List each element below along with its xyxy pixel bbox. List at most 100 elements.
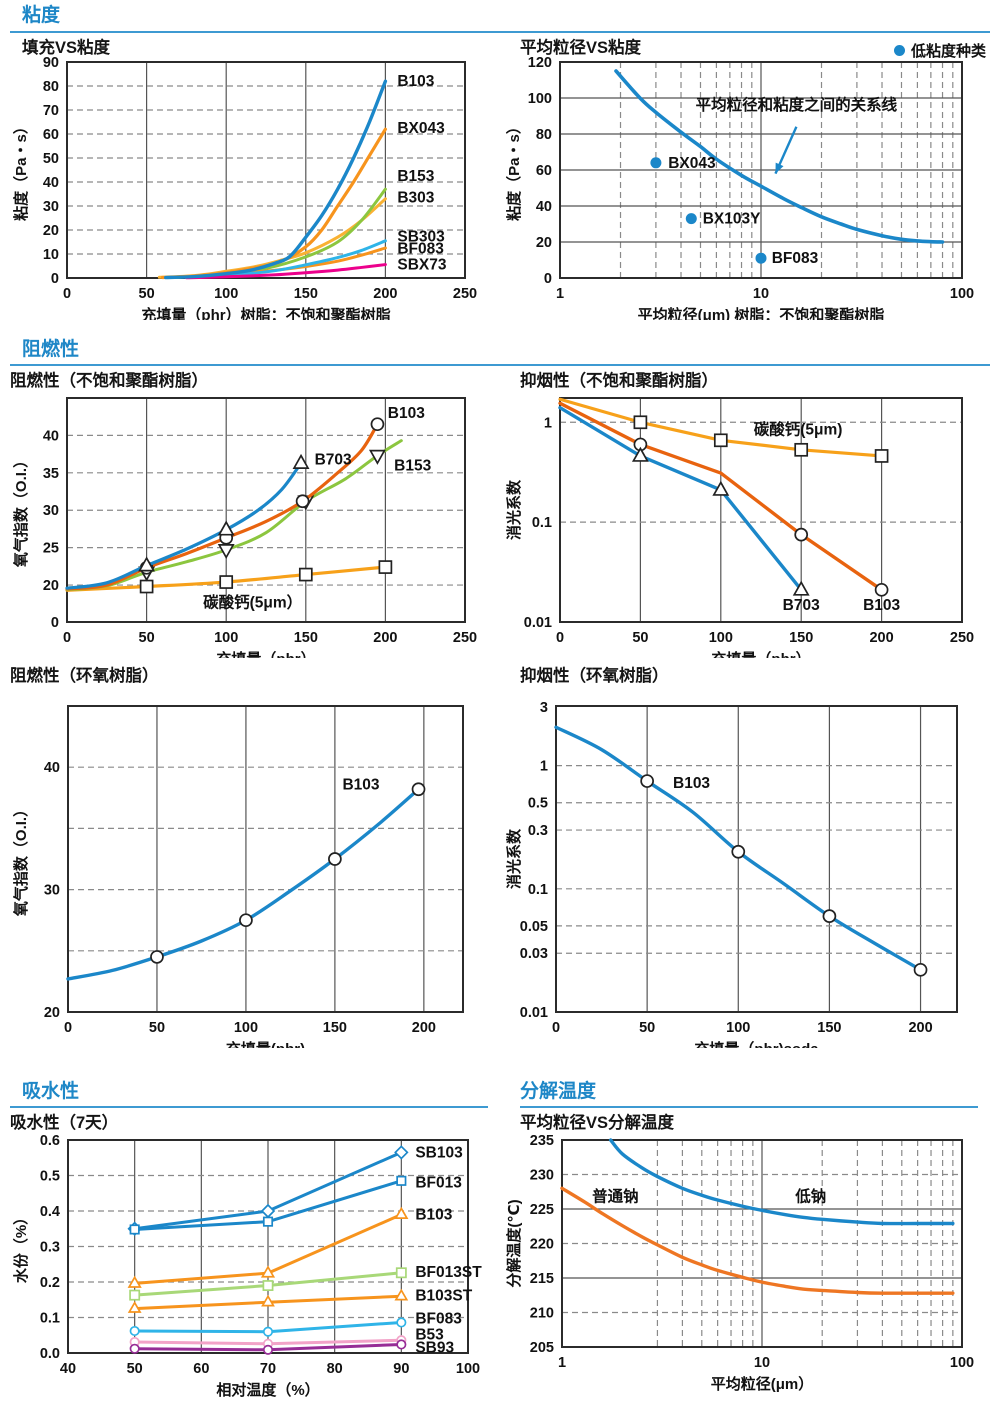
- svg-text:0.3: 0.3: [40, 1240, 60, 1256]
- svg-text:30: 30: [43, 503, 59, 519]
- svg-text:150: 150: [817, 1020, 841, 1036]
- chart-flame-polyester: 0 50 100 150 200 250 0 20 25 30 35 40 充填量（phr） 氧气指数（O…: [12, 397, 477, 658]
- svg-text:BF083: BF083: [415, 1311, 462, 1328]
- gridlines: [67, 62, 465, 278]
- svg-text:BF013: BF013: [415, 1175, 462, 1192]
- svg-text:0.01: 0.01: [520, 1005, 548, 1021]
- svg-text:SB93: SB93: [415, 1339, 454, 1356]
- svg-text:20: 20: [536, 235, 552, 251]
- chart-flame-epoxy: 0 50 100 150 200 20 30 40 充填量(phr) 氧气指数（O.I.） B103: [12, 705, 464, 1048]
- svg-text:60: 60: [536, 163, 552, 179]
- svg-text:50: 50: [632, 630, 648, 646]
- svg-text:充填量（phr）: 充填量（phr）: [216, 650, 315, 658]
- svg-text:B103: B103: [342, 776, 379, 793]
- svg-text:25: 25: [43, 541, 59, 557]
- svg-text:B103: B103: [673, 775, 710, 792]
- svg-text:100: 100: [726, 1020, 750, 1036]
- svg-text:70: 70: [43, 103, 59, 119]
- svg-text:150: 150: [294, 286, 318, 302]
- axis-titles: 平均粒径(μm） 分解温度(℃): [505, 1199, 813, 1393]
- svg-text:50: 50: [639, 1020, 655, 1036]
- svg-text:0.0: 0.0: [40, 1346, 60, 1362]
- svg-text:30: 30: [43, 199, 59, 215]
- svg-text:0.05: 0.05: [520, 919, 548, 935]
- svg-text:100: 100: [709, 630, 733, 646]
- svg-text:50: 50: [149, 1020, 165, 1036]
- svg-text:0.03: 0.03: [520, 946, 548, 962]
- svg-text:100: 100: [456, 1361, 480, 1377]
- svg-text:碳酸钙(5μm）: 碳酸钙(5μm）: [203, 593, 302, 612]
- axis-ticks: 0 50 100 150 200 250 0 20 25 30 35 40: [43, 428, 477, 646]
- svg-text:50: 50: [139, 630, 155, 646]
- svg-text:35: 35: [43, 466, 59, 482]
- svg-text:BX103Y: BX103Y: [703, 211, 761, 228]
- svg-text:0.1: 0.1: [528, 882, 548, 898]
- svg-text:充填量(phr): 充填量(phr): [226, 1040, 305, 1048]
- axis-titles: 充填量(phr) 氧气指数（O.I.）: [12, 802, 305, 1048]
- svg-text:235: 235: [530, 1133, 554, 1149]
- axis-titles: 充填量（phr)soda 消光系数: [505, 828, 819, 1048]
- svg-text:SB303: SB303: [397, 228, 445, 245]
- svg-text:250: 250: [453, 286, 477, 302]
- series-低钠: [608, 1138, 955, 1226]
- chart-size-vs-viscosity: 1 10 100 0 20 40 60 80 100 120 平均粒径(μm) 树脂：不饱和聚酯树脂…: [505, 56, 974, 320]
- section-title-flame: 阻燃性: [22, 339, 80, 360]
- chart-subtitle-water-absorption: 吸水性（7天）: [10, 1114, 119, 1132]
- svg-text:0.01: 0.01: [524, 615, 552, 631]
- legend-low-viscosity: 低粘度种类: [893, 40, 986, 61]
- series-普通钠: [560, 1186, 955, 1295]
- series-碳酸钙(5μm): [65, 560, 393, 594]
- section-rule-decomp: [520, 1106, 978, 1108]
- svg-text:20: 20: [43, 578, 59, 594]
- section-rule-water: [10, 1106, 488, 1108]
- svg-text:0.5: 0.5: [528, 796, 548, 812]
- chart-water-absorption: 40 50 60 70 80 90 100 0.0 0.1 0.2 0.3 0.4 0.5 0.6 相对温度…: [12, 1133, 482, 1399]
- svg-text:B103: B103: [415, 1207, 452, 1224]
- chart-subtitle-size-vs-viscosity: 平均粒径VS粘度: [520, 39, 642, 57]
- svg-text:水份（%）: 水份（%）: [12, 1210, 30, 1283]
- gridlines: [562, 1140, 962, 1347]
- series-B103: [558, 401, 889, 597]
- svg-text:100: 100: [950, 1355, 974, 1371]
- section-rule-viscosity: [10, 31, 990, 33]
- chart-smoke-epoxy: 0 50 100 150 200 0.01 0.03 0.05 0.1 0.3 0.5 1 3 充填量（p…: [505, 700, 958, 1048]
- svg-text:0.2: 0.2: [40, 1275, 60, 1291]
- chart-subtitle-flame-epoxy: 阻燃性（环氧树脂）: [10, 667, 159, 685]
- svg-text:100: 100: [214, 286, 238, 302]
- svg-text:分解温度(℃): 分解温度(℃): [505, 1199, 523, 1287]
- svg-text:80: 80: [327, 1361, 343, 1377]
- svg-text:50: 50: [127, 1361, 143, 1377]
- gridlines: [68, 706, 463, 1012]
- svg-text:0: 0: [64, 1020, 72, 1036]
- svg-text:消光系数: 消光系数: [505, 479, 523, 540]
- section-title-water: 吸水性: [22, 1081, 80, 1102]
- series-B103: [554, 725, 928, 977]
- axis-ticks: 0 50 100 150 200 20 30 40: [44, 760, 436, 1036]
- svg-text:20: 20: [43, 223, 59, 239]
- svg-text:0: 0: [51, 271, 59, 287]
- svg-text:BF083: BF083: [397, 240, 444, 257]
- series-SBX73: [184, 263, 387, 280]
- series-BF013ST: [129, 1267, 407, 1301]
- svg-text:70: 70: [260, 1361, 276, 1377]
- series-B103ST: [127, 1288, 409, 1313]
- series-B103: [127, 1206, 409, 1288]
- chart-subtitle-fill-vs-viscosity: 填充VS粘度: [22, 39, 111, 57]
- series-BF083: [129, 1317, 407, 1337]
- chart-subtitle-smoke-polyester: 抑烟性（不饱和聚酯树脂）: [520, 372, 718, 390]
- section-title-viscosity: 粘度: [22, 5, 61, 26]
- svg-text:200: 200: [373, 630, 397, 646]
- svg-text:10: 10: [43, 247, 59, 263]
- svg-text:B103: B103: [397, 73, 434, 90]
- svg-text:250: 250: [453, 630, 477, 646]
- chart-subtitle-flame-polyester: 阻燃性（不饱和聚酯树脂）: [10, 372, 208, 390]
- svg-text:200: 200: [412, 1020, 436, 1036]
- svg-text:60: 60: [193, 1361, 209, 1377]
- gridlines: [68, 1140, 468, 1353]
- svg-text:80: 80: [536, 127, 552, 143]
- svg-text:100: 100: [214, 630, 238, 646]
- svg-text:200: 200: [373, 286, 397, 302]
